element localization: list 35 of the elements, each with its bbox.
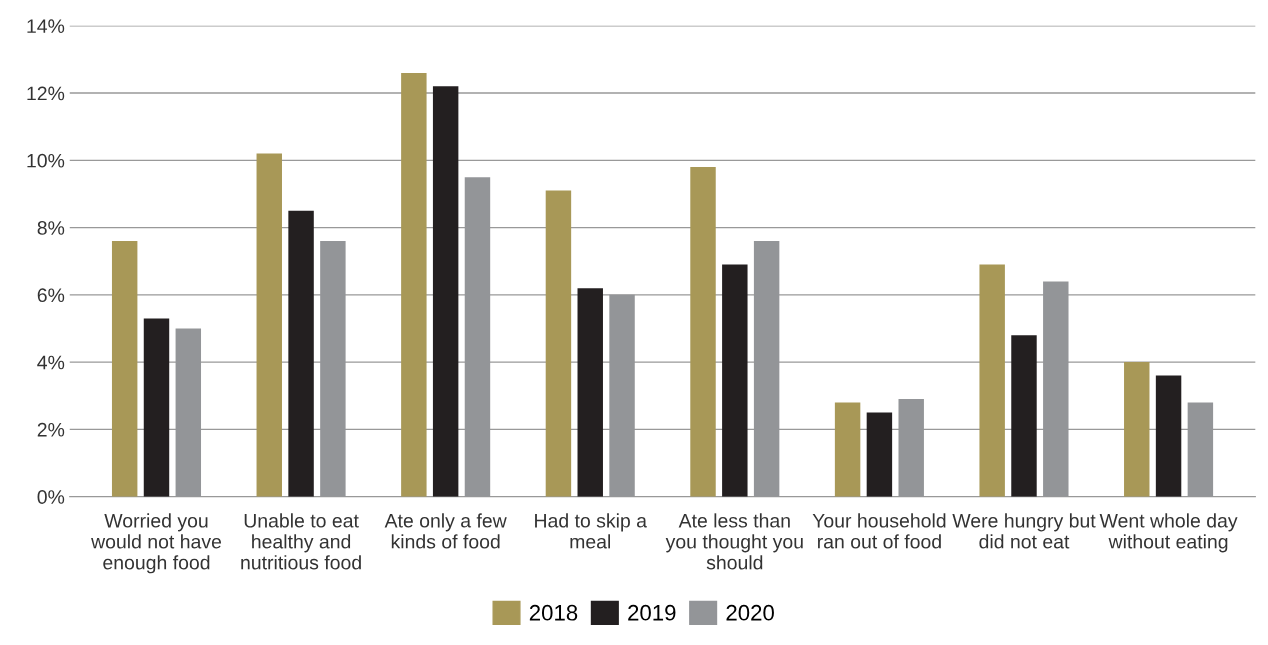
bar: [690, 167, 716, 497]
x-tick-label: Unable to eat healthy and nutritious food: [241, 513, 361, 570]
bar: [1155, 375, 1182, 497]
y-tick-label: 8%: [37, 221, 65, 235]
bar: [432, 86, 459, 497]
y-tick-label: 14%: [27, 19, 65, 33]
x-tick-label: Had to skip a meal: [535, 513, 647, 549]
y-tick-label: 2%: [37, 422, 65, 437]
bar: [256, 153, 282, 497]
x-tick-label: Were hungry but did not eat: [952, 513, 1096, 549]
bar: [111, 241, 138, 497]
x-tick-label: Worried you would not have enough food: [91, 513, 222, 574]
legend-label: 2020: [726, 604, 774, 621]
legend-label: 2018: [529, 604, 578, 621]
y-tick-label: 10%: [27, 153, 65, 168]
bar: [288, 210, 314, 497]
bar: [577, 288, 603, 497]
bar: [1124, 362, 1150, 497]
x-tick-label: Your household ran out of food: [812, 513, 946, 549]
bar: [979, 264, 1005, 497]
bar: [401, 72, 427, 497]
y-tick-label: 4%: [37, 355, 65, 370]
bar: [545, 190, 572, 497]
x-tick-label: Went whole day without eating: [1099, 513, 1238, 553]
bar: [866, 412, 893, 497]
y-tick-label: 0%: [37, 490, 65, 504]
legend-label: 2019: [628, 604, 676, 621]
bar: [722, 264, 748, 497]
bar: [834, 402, 861, 497]
x-tick-label: Ate only a few kinds of food: [384, 513, 507, 549]
bar: [143, 318, 170, 497]
x-tick-label: Ate less than you thought you should: [665, 513, 803, 570]
y-tick-label: 12%: [27, 86, 65, 101]
bar: [1011, 335, 1037, 497]
y-tick-label: 6%: [37, 288, 65, 303]
